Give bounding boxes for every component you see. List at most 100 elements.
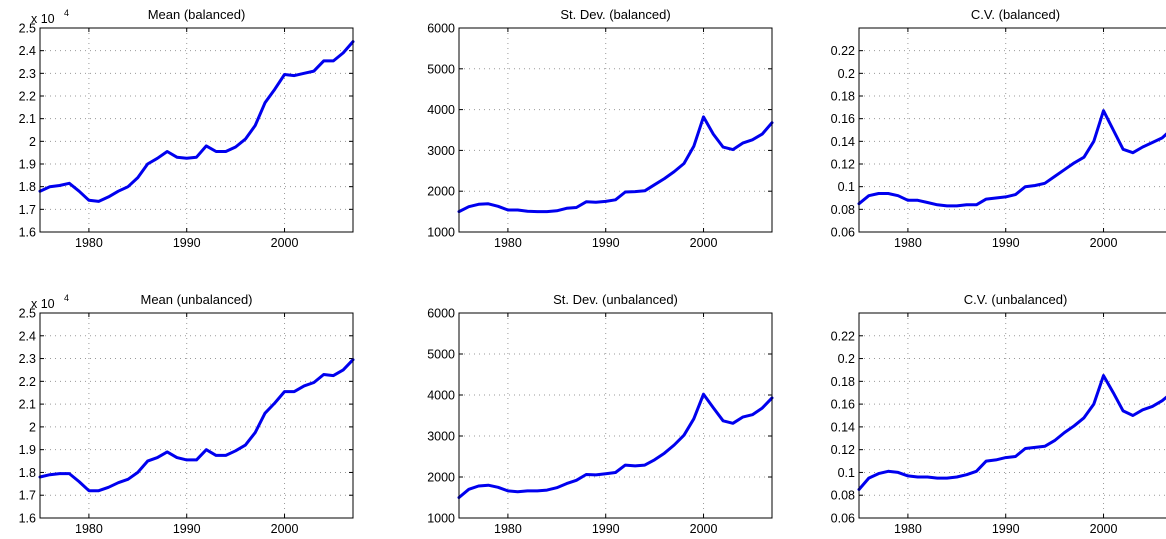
y-tick-label: 0.12 — [831, 443, 855, 457]
y-tick-label: 1.6 — [19, 512, 36, 526]
y-tick-label: 0.1 — [838, 466, 855, 480]
series-line — [38, 358, 355, 493]
y-tick-label: 1.9 — [19, 158, 36, 172]
y-tick-label: 4000 — [427, 103, 455, 117]
y-tick-label: 2 — [29, 135, 36, 149]
y-tick-label: 2.3 — [19, 352, 36, 366]
x-tick-label: 1990 — [992, 236, 1020, 250]
x-tick-label: 1980 — [894, 236, 922, 250]
x-tick-label: 2000 — [1090, 522, 1118, 536]
axis-multiplier-exponent: 4 — [64, 293, 69, 303]
chart-panel-3: 1980 1990 2000 0.06 0.08 0.1 0.12 0.14 0.16 0.18 0… — [831, 7, 1166, 250]
y-tick-label: 2.2 — [19, 90, 36, 104]
y-tick-label: 2.4 — [19, 329, 36, 343]
series-line — [857, 374, 1166, 491]
plot-area — [859, 28, 1166, 232]
y-tick-label: 0.2 — [838, 352, 855, 366]
x-tick-label: 1990 — [173, 236, 201, 250]
plot-area — [459, 313, 772, 518]
y-tick-label: 1.7 — [19, 203, 36, 217]
y-tick-label: 2 — [29, 420, 36, 434]
axis-multiplier: x 10 — [31, 297, 55, 311]
y-tick-label: 0.16 — [831, 112, 855, 126]
x-tick-label: 1990 — [592, 236, 620, 250]
series-line — [857, 109, 1166, 208]
y-tick-label: 0.08 — [831, 489, 855, 503]
series-line — [38, 40, 355, 203]
y-tick-label: 3000 — [427, 144, 455, 158]
y-tick-label: 3000 — [427, 430, 455, 444]
series-line — [457, 115, 774, 214]
chart-title: St. Dev. (unbalanced) — [553, 292, 678, 307]
chart-panel-2: 1980 1990 2000 1000 2000 3000 4000 5000 6000 St. … — [427, 7, 774, 250]
x-tick-label: 2000 — [271, 236, 299, 250]
plot-area — [459, 28, 772, 232]
y-tick-label: 2.5 — [19, 22, 36, 36]
y-tick-label: 0.18 — [831, 90, 855, 104]
y-tick-label: 0.22 — [831, 329, 855, 343]
y-tick-label: 1000 — [427, 226, 455, 240]
plot-area — [40, 313, 353, 518]
x-tick-label: 1990 — [592, 522, 620, 536]
x-tick-label: 1990 — [992, 522, 1020, 536]
y-tick-label: 0.14 — [831, 135, 855, 149]
axes-frame — [858, 312, 1166, 519]
y-tick-label: 0.16 — [831, 398, 855, 412]
y-tick-label: 2.1 — [19, 112, 36, 126]
x-tick-label: 1980 — [494, 522, 522, 536]
x-tick-label: 2000 — [271, 522, 299, 536]
chart-title: St. Dev. (balanced) — [560, 7, 670, 22]
y-tick-label: 0.08 — [831, 203, 855, 217]
y-tick-label: 6000 — [427, 22, 455, 36]
axes-frame — [458, 27, 773, 233]
y-tick-label: 2.3 — [19, 67, 36, 81]
plot-area — [859, 313, 1166, 518]
axes-frame — [39, 312, 354, 519]
y-tick-label: 0.22 — [831, 44, 855, 58]
y-tick-label: 0.2 — [838, 67, 855, 81]
y-tick-label: 0.12 — [831, 158, 855, 172]
x-tick-label: 2000 — [690, 236, 718, 250]
chart-title: C.V. (balanced) — [971, 7, 1060, 22]
y-tick-label: 5000 — [427, 348, 455, 362]
axes-frame — [858, 27, 1166, 233]
y-tick-label: 1.7 — [19, 489, 36, 503]
x-tick-label: 1990 — [173, 522, 201, 536]
y-tick-label: 0.06 — [831, 512, 855, 526]
y-tick-label: 2.2 — [19, 375, 36, 389]
chart-title: Mean (balanced) — [148, 7, 246, 22]
chart-panel-1: 1980 1990 2000 1.6 1.7 1.8 1.9 2 2.1 2.2 2.3 2.4 2.5… — [19, 7, 355, 250]
x-tick-label: 1980 — [75, 522, 103, 536]
chart-title: C.V. (unbalanced) — [964, 292, 1068, 307]
series-line — [457, 392, 774, 499]
axes-frame — [458, 312, 773, 519]
y-tick-label: 1.8 — [19, 180, 36, 194]
y-tick-label: 4000 — [427, 389, 455, 403]
plot-area — [40, 28, 353, 232]
x-tick-label: 2000 — [1090, 236, 1118, 250]
x-tick-label: 1980 — [75, 236, 103, 250]
chart-panel-5: 1980 1990 2000 1000 2000 3000 4000 5000 6000 St. … — [427, 292, 774, 536]
y-tick-label: 0.18 — [831, 375, 855, 389]
axis-multiplier-exponent: 4 — [64, 8, 69, 18]
chart-title: Mean (unbalanced) — [140, 292, 252, 307]
axis-multiplier: x 10 — [31, 12, 55, 26]
y-tick-label: 0.1 — [838, 180, 855, 194]
axes-frame — [39, 27, 354, 233]
chart-panel-4: 1980 1990 2000 1.6 1.7 1.8 1.9 2 2.1 2.2 2.3 2.4 2.5… — [19, 292, 355, 536]
y-tick-label: 0.14 — [831, 420, 855, 434]
y-tick-label: 6000 — [427, 307, 455, 321]
x-tick-label: 1980 — [894, 522, 922, 536]
y-tick-label: 2.5 — [19, 307, 36, 321]
y-tick-label: 2.4 — [19, 44, 36, 58]
chart-panel-6: 1980 1990 2000 0.06 0.08 0.1 0.12 0.14 0.16 0.18 0… — [831, 292, 1166, 536]
y-tick-label: 2.1 — [19, 398, 36, 412]
y-tick-label: 1000 — [427, 512, 455, 526]
y-tick-label: 2000 — [427, 185, 455, 199]
y-tick-label: 1.8 — [19, 466, 36, 480]
y-tick-label: 2000 — [427, 471, 455, 485]
x-tick-label: 1980 — [494, 236, 522, 250]
y-tick-label: 5000 — [427, 62, 455, 76]
y-tick-label: 0.06 — [831, 226, 855, 240]
